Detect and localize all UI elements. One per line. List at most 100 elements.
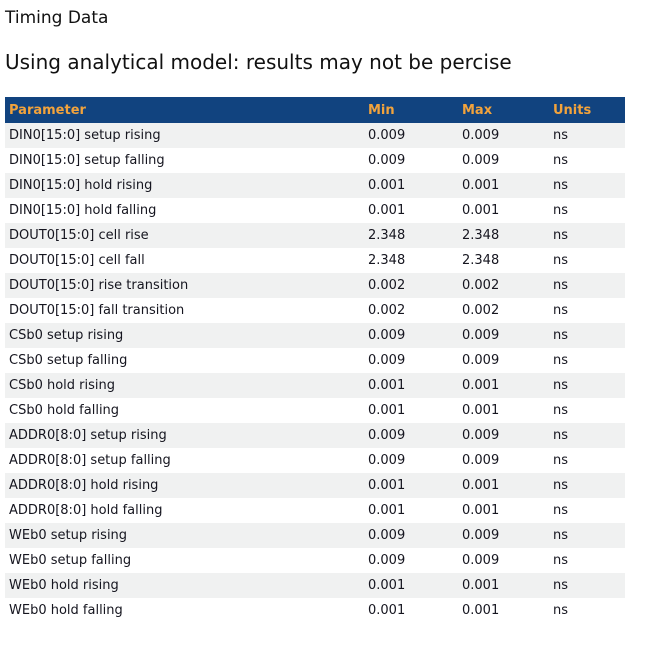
table-row: WEb0 hold falling 0.001 0.001 ns	[5, 598, 625, 623]
units-cell: ns	[553, 528, 569, 543]
units-cell: ns	[553, 253, 569, 268]
units-cell: ns	[553, 553, 569, 568]
parameter-cell: WEb0 setup rising	[9, 528, 128, 543]
min-cell: 0.009	[368, 553, 406, 568]
min-cell: 0.009	[368, 528, 406, 543]
units-cell: ns	[553, 603, 569, 618]
units-cell: ns	[553, 128, 569, 143]
min-cell: 0.002	[368, 278, 406, 293]
units-cell: ns	[553, 453, 569, 468]
units-cell: ns	[553, 503, 569, 518]
parameter-cell: WEb0 hold rising	[9, 578, 119, 593]
max-cell: 0.001	[462, 203, 500, 218]
parameter-cell: CSb0 setup rising	[9, 328, 124, 343]
parameter-cell: DOUT0[15:0] fall transition	[9, 303, 185, 318]
page-title: Timing Data	[5, 8, 109, 28]
min-cell: 0.009	[368, 353, 406, 368]
max-cell: 0.001	[462, 178, 500, 193]
units-cell: ns	[553, 278, 569, 293]
table-row: ADDR0[8:0] setup rising 0.009 0.009 ns	[5, 423, 625, 448]
min-cell: 0.001	[368, 378, 406, 393]
table-row: CSb0 setup falling 0.009 0.009 ns	[5, 348, 625, 373]
table-row: ADDR0[8:0] hold falling 0.001 0.001 ns	[5, 498, 625, 523]
min-cell: 0.009	[368, 328, 406, 343]
max-cell: 0.001	[462, 378, 500, 393]
parameter-cell: ADDR0[8:0] hold rising	[9, 478, 159, 493]
min-cell: 0.009	[368, 153, 406, 168]
parameter-cell: DOUT0[15:0] cell fall	[9, 253, 145, 268]
parameter-cell: DIN0[15:0] hold rising	[9, 178, 153, 193]
timing-data-table: Parameter Min Max Units DIN0[15:0] setup…	[5, 97, 625, 623]
units-cell: ns	[553, 378, 569, 393]
max-cell: 0.009	[462, 153, 500, 168]
max-cell: 0.002	[462, 278, 500, 293]
min-cell: 0.009	[368, 453, 406, 468]
table-row: ADDR0[8:0] setup falling 0.009 0.009 ns	[5, 448, 625, 473]
table-row: DOUT0[15:0] rise transition 0.002 0.002 ns	[5, 273, 625, 298]
parameter-cell: CSb0 hold rising	[9, 378, 116, 393]
units-cell: ns	[553, 203, 569, 218]
column-header-max: Max	[462, 97, 553, 123]
parameter-cell: CSb0 setup falling	[9, 353, 128, 368]
table-row: CSb0 hold rising 0.001 0.001 ns	[5, 373, 625, 398]
parameter-cell: DIN0[15:0] setup falling	[9, 153, 165, 168]
table-row: DOUT0[15:0] fall transition 0.002 0.002 ns	[5, 298, 625, 323]
min-cell: 0.001	[368, 178, 406, 193]
table-row: DOUT0[15:0] cell rise 2.348 2.348 ns	[5, 223, 625, 248]
max-cell: 0.009	[462, 128, 500, 143]
parameter-cell: DOUT0[15:0] cell rise	[9, 228, 149, 243]
max-cell: 0.001	[462, 578, 500, 593]
units-cell: ns	[553, 178, 569, 193]
table-row: DIN0[15:0] hold rising 0.001 0.001 ns	[5, 173, 625, 198]
table-row: CSb0 setup rising 0.009 0.009 ns	[5, 323, 625, 348]
table-row: DOUT0[15:0] cell fall 2.348 2.348 ns	[5, 248, 625, 273]
parameter-cell: ADDR0[8:0] setup falling	[9, 453, 171, 468]
max-cell: 0.009	[462, 328, 500, 343]
min-cell: 0.001	[368, 203, 406, 218]
min-cell: 0.001	[368, 603, 406, 618]
max-cell: 0.001	[462, 503, 500, 518]
min-cell: 0.009	[368, 128, 406, 143]
min-cell: 0.001	[368, 478, 406, 493]
column-header-units: Units	[553, 97, 625, 123]
units-cell: ns	[553, 403, 569, 418]
table-row: DIN0[15:0] setup rising 0.009 0.009 ns	[5, 123, 625, 148]
max-cell: 0.001	[462, 478, 500, 493]
min-cell: 2.348	[368, 253, 406, 268]
table-row: DIN0[15:0] setup falling 0.009 0.009 ns	[5, 148, 625, 173]
max-cell: 0.001	[462, 403, 500, 418]
parameter-cell: ADDR0[8:0] setup rising	[9, 428, 167, 443]
min-cell: 0.009	[368, 428, 406, 443]
column-header-parameter: Parameter	[5, 97, 368, 123]
max-cell: 0.009	[462, 553, 500, 568]
model-warning-text: Using analytical model: results may not …	[5, 50, 512, 74]
max-cell: 0.009	[462, 453, 500, 468]
units-cell: ns	[553, 478, 569, 493]
max-cell: 0.009	[462, 353, 500, 368]
parameter-cell: DIN0[15:0] hold falling	[9, 203, 157, 218]
min-cell: 0.001	[368, 403, 406, 418]
table-row: WEb0 hold rising 0.001 0.001 ns	[5, 573, 625, 598]
min-cell: 0.002	[368, 303, 406, 318]
min-cell: 2.348	[368, 228, 406, 243]
table-row: ADDR0[8:0] hold rising 0.001 0.001 ns	[5, 473, 625, 498]
max-cell: 0.009	[462, 428, 500, 443]
parameter-cell: CSb0 hold falling	[9, 403, 120, 418]
units-cell: ns	[553, 353, 569, 368]
max-cell: 2.348	[462, 228, 500, 243]
min-cell: 0.001	[368, 503, 406, 518]
parameter-cell: WEb0 setup falling	[9, 553, 132, 568]
units-cell: ns	[553, 303, 569, 318]
table-header-row: Parameter Min Max Units	[5, 97, 625, 123]
table-row: DIN0[15:0] hold falling 0.001 0.001 ns	[5, 198, 625, 223]
parameter-cell: ADDR0[8:0] hold falling	[9, 503, 163, 518]
column-header-min: Min	[368, 97, 462, 123]
units-cell: ns	[553, 153, 569, 168]
table-row: CSb0 hold falling 0.001 0.001 ns	[5, 398, 625, 423]
units-cell: ns	[553, 328, 569, 343]
units-cell: ns	[553, 578, 569, 593]
min-cell: 0.001	[368, 578, 406, 593]
parameter-cell: DIN0[15:0] setup rising	[9, 128, 161, 143]
table-row: WEb0 setup rising 0.009 0.009 ns	[5, 523, 625, 548]
